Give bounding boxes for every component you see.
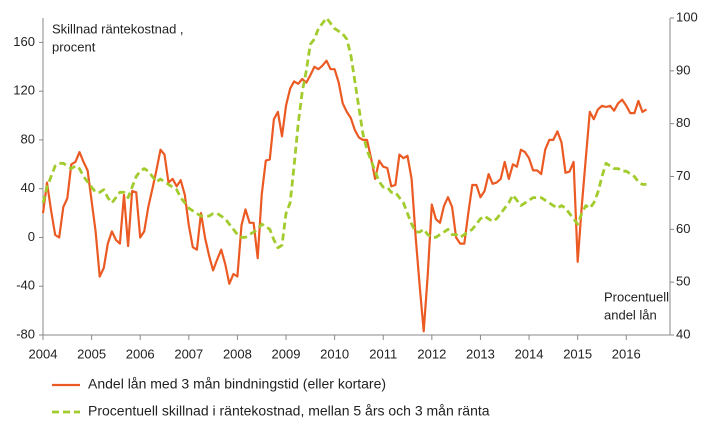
series-line: [41, 59, 648, 333]
y2-tick-label: 90: [676, 62, 690, 77]
y2-axis-label: andel lån: [604, 307, 657, 322]
x-tick-label: 2007: [174, 346, 203, 361]
y2-tick-label: 100: [676, 9, 698, 24]
x-tick-label: 2014: [515, 346, 544, 361]
x-tick-label: 2006: [126, 346, 155, 361]
y-tick-label: -40: [16, 278, 35, 293]
y2-tick-label: 50: [676, 274, 690, 289]
x-tick-label: 2015: [563, 346, 592, 361]
x-tick-label: 2009: [272, 346, 301, 361]
x-tick-label: 2005: [77, 346, 106, 361]
x-tick-label: 2010: [320, 346, 349, 361]
legend-label: Procentuell skillnad i räntekostnad, mel…: [88, 403, 490, 419]
y2-tick-label: 60: [676, 221, 690, 236]
y-tick-label: 40: [21, 180, 35, 195]
y-tick-label: -80: [16, 326, 35, 341]
y-axis-label: Skillnad räntekostnad ,: [52, 21, 184, 36]
y-tick-label: 120: [13, 83, 35, 98]
y2-tick-label: 80: [676, 115, 690, 130]
y-axis-label: procent: [52, 39, 96, 54]
y2-axis-label: Procentuell: [604, 289, 669, 304]
y-tick-label: 160: [13, 34, 35, 49]
series-line: [41, 16, 647, 250]
x-tick-label: 2013: [466, 346, 495, 361]
x-tick-label: 2004: [29, 346, 58, 361]
y-tick-label: 0: [28, 229, 35, 244]
x-tick-label: 2016: [612, 346, 641, 361]
y2-tick-label: 40: [676, 326, 690, 341]
legend-label: Andel lån med 3 mån bindningstid (eller …: [88, 376, 386, 392]
y-tick-label: 80: [21, 131, 35, 146]
x-tick-label: 2011: [369, 346, 397, 361]
x-tick-label: 2012: [417, 346, 446, 361]
y2-tick-label: 70: [676, 168, 690, 183]
x-tick-label: 2008: [223, 346, 252, 361]
